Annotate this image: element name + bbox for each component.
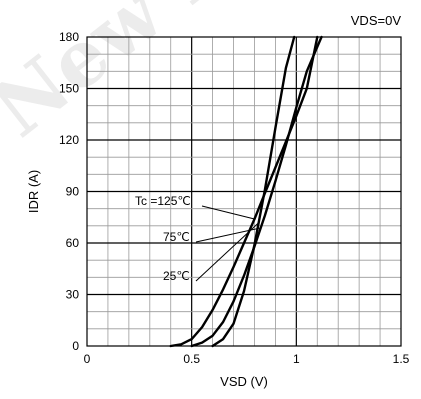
- y-tick-label: 150: [59, 82, 79, 96]
- series-label-0: Tc =125℃: [135, 194, 191, 208]
- plot-frame: [86, 36, 402, 347]
- series-label-2: 25℃: [163, 269, 190, 283]
- x-tick-label: 1.5: [393, 352, 410, 366]
- x-tick-label: 0: [84, 352, 91, 366]
- series-line-0: [169, 35, 319, 348]
- leader-line-0: [201, 205, 255, 220]
- y-tick-label: 0: [72, 339, 79, 353]
- grid: [87, 37, 401, 346]
- condition-label: VDS=0V: [351, 13, 402, 28]
- series-line-2: [211, 35, 296, 348]
- series-annotations: Tc =125℃ 75℃ 25℃: [135, 194, 261, 283]
- tick-labels: 0 0.5 1 1.5 0 30 60 90 120 150 180: [59, 30, 410, 366]
- x-axis-label: VSD (V): [220, 374, 268, 389]
- y-tick-label: 180: [59, 30, 79, 44]
- y-tick-label: 60: [66, 236, 80, 250]
- y-tick-label: 120: [59, 133, 79, 147]
- y-tick-label: 90: [66, 185, 80, 199]
- y-axis-label: IDR (A): [26, 170, 41, 213]
- watermark-text: New Des: [0, 0, 328, 155]
- x-tick-label: 1: [293, 352, 300, 366]
- series-group: [169, 35, 323, 348]
- x-tick-label: 0.5: [183, 352, 200, 366]
- series-label-1: 75℃: [163, 230, 190, 244]
- leader-line-2: [195, 222, 259, 282]
- y-tick-label: 30: [66, 288, 80, 302]
